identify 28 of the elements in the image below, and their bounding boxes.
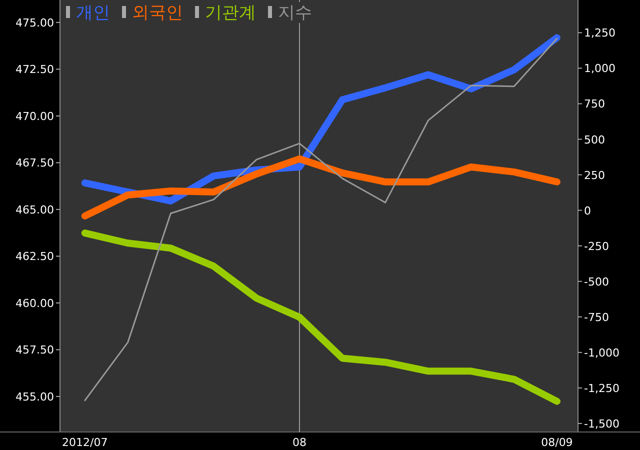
text: 외국인 xyxy=(132,3,183,23)
text: 지수 xyxy=(278,3,312,23)
y2-tick-label: -1,500 xyxy=(584,417,620,430)
text: 기관계 xyxy=(205,3,256,23)
x-tick-label: 08 xyxy=(292,436,306,449)
y2-tick-label: 0 xyxy=(584,204,591,218)
y2-tick-label: 750 xyxy=(584,98,605,111)
y2-tick-label: 1,250 xyxy=(584,26,616,40)
y2-tick-label: -500 xyxy=(584,275,609,288)
y2-tick-label: -1,000 xyxy=(584,346,620,360)
y-tick-label: 465.00 xyxy=(16,203,54,216)
y2-tick-label: 1,000 xyxy=(584,62,616,76)
x-tick-label: 2012/07 xyxy=(62,436,108,449)
y2-tick-label: -750 xyxy=(584,310,609,324)
y-tick-label: 455.00 xyxy=(16,390,54,404)
y-tick-label: 457.50 xyxy=(16,344,54,357)
y2-tick-label: -1,250 xyxy=(584,382,620,395)
y-tick-label: 462.50 xyxy=(16,250,54,264)
y2-tick-label: 500 xyxy=(584,133,605,146)
y-tick-label: 460.00 xyxy=(16,296,54,310)
x-tick-label: 08/09 xyxy=(541,436,573,449)
y-tick-label: 467.50 xyxy=(16,156,54,170)
y-tick-label: 470.00 xyxy=(16,110,54,123)
y-tick-label: 475.00 xyxy=(16,16,54,30)
text: 개인 xyxy=(76,3,110,23)
y2-tick-label: 250 xyxy=(584,168,605,182)
y2-tick-label: -250 xyxy=(584,240,609,253)
y-tick-label: 472.50 xyxy=(16,63,54,76)
